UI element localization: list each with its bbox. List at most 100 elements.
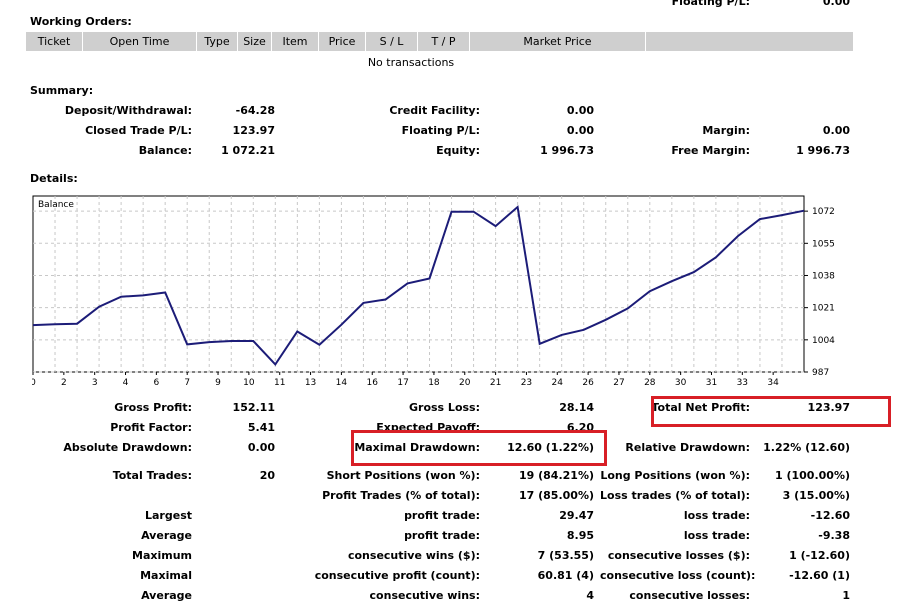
gross-loss-label: Gross Loss: bbox=[409, 401, 480, 414]
closed-pl-label: Closed Trade P/L: bbox=[85, 124, 192, 137]
y-tick-label: 1055 bbox=[812, 239, 835, 249]
total-net-profit-highlight bbox=[651, 396, 891, 427]
x-tick-label: 7 bbox=[184, 378, 190, 388]
col-ticket[interactable]: Ticket bbox=[26, 32, 83, 51]
summary-title: Summary: bbox=[30, 84, 94, 97]
col-price[interactable]: Price bbox=[319, 32, 366, 51]
y-tick-label: 1004 bbox=[812, 336, 835, 346]
x-tick-label: 27 bbox=[613, 378, 624, 388]
profit-factor-value: 5.41 bbox=[247, 421, 275, 434]
loss-trades-label: Loss trades (% of total): bbox=[600, 489, 751, 502]
gross-profit-value: 152.11 bbox=[232, 401, 275, 414]
grid-lines bbox=[33, 196, 804, 373]
y-tick-label: 1072 bbox=[812, 207, 835, 217]
total-trades-label: Total Trades: bbox=[112, 469, 192, 482]
maximal-consecutive-loss-label: consecutive loss (count): bbox=[600, 569, 756, 582]
average-loss-label: loss trade: bbox=[683, 529, 750, 542]
balance-value: 1 072.21 bbox=[221, 144, 275, 157]
x-tick-label: 33 bbox=[737, 378, 748, 388]
x-tick-label: 10 bbox=[243, 378, 255, 388]
credit-label: Credit Facility: bbox=[389, 104, 480, 117]
x-tick-label: 17 bbox=[397, 378, 408, 388]
largest-profit-value: 29.47 bbox=[559, 509, 594, 522]
maximal-consecutive-profit-label: consecutive profit (count): bbox=[314, 569, 480, 582]
margin-label: Margin: bbox=[702, 124, 750, 137]
x-tick-label: 9 bbox=[215, 378, 221, 388]
x-tick-label: 0 bbox=[32, 378, 36, 388]
largest-loss-label: loss trade: bbox=[683, 509, 750, 522]
maximal-label: Maximal bbox=[140, 569, 192, 582]
balance-label: Balance: bbox=[138, 144, 192, 157]
largest-label: Largest bbox=[145, 509, 192, 522]
avg-consecutive-losses-label: consecutive losses: bbox=[629, 589, 750, 602]
gross-loss-value: 28.14 bbox=[559, 401, 594, 414]
avg-consecutive-losses-value: 1 bbox=[842, 589, 850, 602]
total-net-profit-value: 123.97 bbox=[807, 401, 850, 414]
average2-label: Average bbox=[141, 589, 192, 602]
absolute-drawdown-label: Absolute Drawdown: bbox=[63, 441, 192, 454]
credit-value: 0.00 bbox=[566, 104, 594, 117]
maximal-consecutive-profit-value: 60.81 (4) bbox=[537, 569, 594, 582]
max-consecutive-wins-value: 7 (53.55) bbox=[537, 549, 594, 562]
col-tp[interactable]: T / P bbox=[418, 32, 470, 51]
col-type[interactable]: Type bbox=[197, 32, 238, 51]
y-tick-label: 1038 bbox=[812, 271, 835, 281]
x-tick-label: 20 bbox=[459, 378, 471, 388]
max-consecutive-losses-value: 1 (-12.60) bbox=[789, 549, 850, 562]
gross-profit-label: Gross Profit: bbox=[114, 401, 192, 414]
equity-label: Equity: bbox=[436, 144, 480, 157]
floating-pl-label: Floating P/L: bbox=[401, 124, 480, 137]
free-margin-label: Free Margin: bbox=[671, 144, 750, 157]
absolute-drawdown-value: 0.00 bbox=[247, 441, 275, 454]
average-profit-value: 8.95 bbox=[566, 529, 594, 542]
maximal-drawdown-highlight bbox=[351, 430, 607, 466]
floating-pl-value: 0.00 bbox=[566, 124, 594, 137]
x-tick-label: 16 bbox=[367, 378, 379, 388]
x-tick-label: 18 bbox=[428, 378, 440, 388]
equity-value: 1 996.73 bbox=[540, 144, 594, 157]
x-tick-label: 26 bbox=[582, 378, 594, 388]
col-open-time[interactable]: Open Time bbox=[83, 32, 197, 51]
long-positions-value: 1 (100.00%) bbox=[774, 469, 850, 482]
y-tick-label: 987 bbox=[812, 368, 829, 378]
x-tick-label: 3 bbox=[92, 378, 98, 388]
no-transactions-text: No transactions bbox=[367, 56, 455, 69]
profit-trades-label: Profit Trades (% of total): bbox=[322, 489, 480, 502]
plot-frame bbox=[32, 195, 805, 373]
col-blank bbox=[646, 32, 853, 51]
deposit-value: -64.28 bbox=[235, 104, 275, 117]
x-tick-label: 2 bbox=[61, 378, 67, 388]
x-tick-label: 13 bbox=[305, 378, 316, 388]
average-label: Average bbox=[141, 529, 192, 542]
long-positions-label: Long Positions (won %): bbox=[600, 469, 750, 482]
orders-table-header: Ticket Open Time Type Size Item Price S … bbox=[26, 32, 853, 51]
deposit-label: Deposit/Withdrawal: bbox=[64, 104, 192, 117]
x-tick-label: 11 bbox=[274, 378, 285, 388]
col-market-price[interactable]: Market Price bbox=[470, 32, 646, 51]
x-tick-label: 34 bbox=[767, 378, 779, 388]
largest-profit-label: profit trade: bbox=[404, 509, 480, 522]
y-tick-label: 1021 bbox=[812, 304, 835, 314]
maximal-drawdown-label: Maximal Drawdown: bbox=[354, 441, 480, 454]
x-tick-label: 30 bbox=[675, 378, 687, 388]
col-sl[interactable]: S / L bbox=[366, 32, 418, 51]
total-net-profit-label: Total Net Profit: bbox=[651, 401, 751, 414]
x-tick-label: 24 bbox=[552, 378, 564, 388]
maximum-label: Maximum bbox=[132, 549, 192, 562]
y-axis-ticks: 987 1004 1021 1038 1055 1072 bbox=[804, 207, 835, 378]
working-orders-title: Working Orders: bbox=[30, 15, 132, 28]
free-margin-value: 1 996.73 bbox=[796, 144, 850, 157]
col-item[interactable]: Item bbox=[272, 32, 319, 51]
relative-drawdown-value: 1.22% (12.60) bbox=[763, 441, 850, 454]
x-tick-label: 21 bbox=[490, 378, 501, 388]
short-positions-label: Short Positions (won %): bbox=[326, 469, 480, 482]
x-tick-label: 28 bbox=[644, 378, 656, 388]
loss-trades-value: 3 (15.00%) bbox=[782, 489, 850, 502]
chart-title: Balance bbox=[38, 200, 74, 210]
max-consecutive-losses-label: consecutive losses ($): bbox=[607, 549, 750, 562]
col-size[interactable]: Size bbox=[238, 32, 272, 51]
maximal-consecutive-loss-value: -12.60 (1) bbox=[789, 569, 850, 582]
relative-drawdown-label: Relative Drawdown: bbox=[625, 441, 750, 454]
